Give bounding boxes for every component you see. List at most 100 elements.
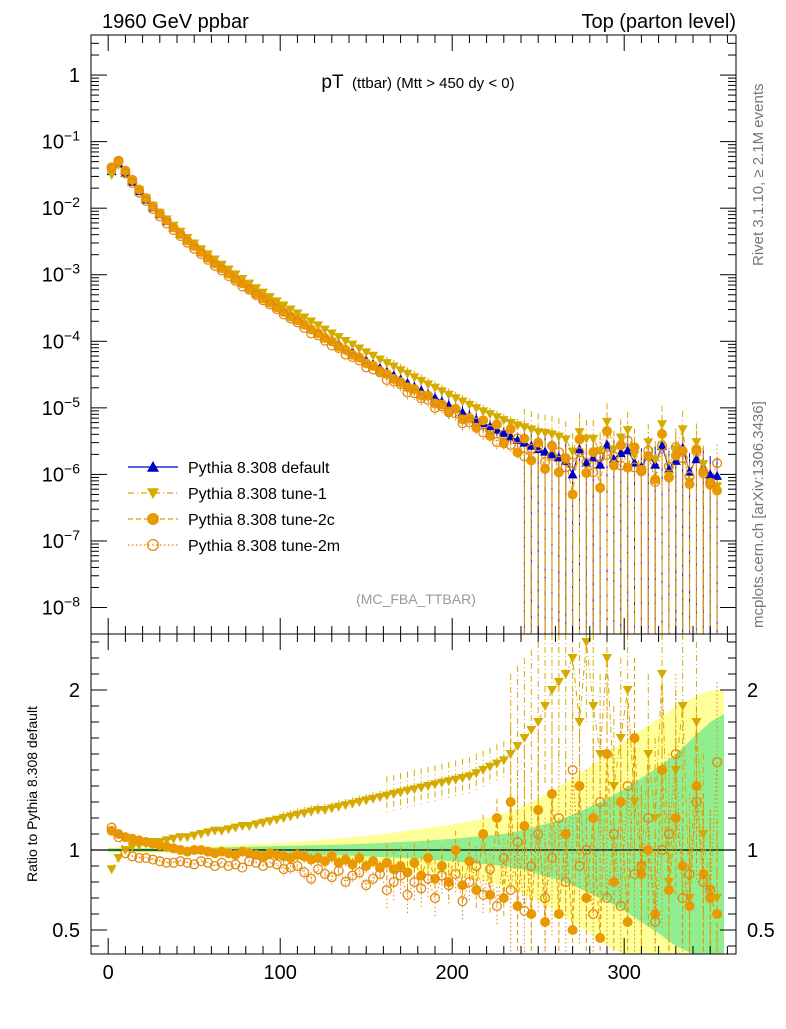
data-point bbox=[264, 299, 275, 310]
data-point bbox=[127, 174, 138, 185]
ratio-point bbox=[450, 845, 461, 855]
ratio-point bbox=[113, 854, 124, 863]
ratio-point bbox=[374, 793, 385, 803]
data-point bbox=[540, 463, 551, 474]
data-point bbox=[106, 170, 117, 180]
ratio-point bbox=[374, 868, 386, 880]
ratio-tick-label-right: 2 bbox=[747, 680, 758, 702]
data-point bbox=[244, 284, 255, 295]
data-point bbox=[271, 304, 282, 315]
data-point bbox=[436, 401, 447, 412]
ratio-point bbox=[485, 762, 496, 772]
ratio-point bbox=[553, 909, 564, 919]
data-point bbox=[416, 376, 427, 386]
data-point bbox=[595, 482, 606, 493]
ratio-point bbox=[319, 806, 330, 815]
y-tick-label: 10−3 bbox=[42, 261, 80, 287]
ratio-point bbox=[347, 799, 358, 809]
data-point bbox=[484, 424, 496, 435]
y-tick-exponent: −5 bbox=[64, 394, 80, 410]
ratio-tick-label-left: 2 bbox=[69, 680, 80, 702]
ratio-point bbox=[615, 900, 626, 912]
data-point bbox=[464, 417, 475, 428]
ratio-point bbox=[588, 908, 599, 920]
x-tick-label: 0 bbox=[103, 962, 114, 984]
data-point bbox=[147, 201, 158, 212]
rivet-label: Rivet 3.1.10, ≥ 2.1M events bbox=[750, 84, 767, 267]
y-tick-label: 10−7 bbox=[42, 527, 80, 553]
data-point bbox=[505, 439, 516, 450]
ratio-point bbox=[540, 892, 551, 904]
data-point bbox=[106, 162, 117, 173]
data-point bbox=[430, 383, 440, 393]
ratio-point bbox=[251, 820, 262, 830]
data-point bbox=[388, 362, 399, 372]
green-band bbox=[108, 714, 724, 954]
data-point bbox=[581, 434, 592, 444]
ratio-point bbox=[312, 864, 324, 875]
ratio-point bbox=[326, 804, 337, 814]
data-point bbox=[471, 417, 482, 428]
y-tick-base: 10 bbox=[42, 132, 64, 154]
data-point bbox=[643, 445, 654, 456]
ratio-point bbox=[285, 862, 296, 873]
ratio-point bbox=[443, 880, 454, 891]
y-tick-exponent: −8 bbox=[64, 594, 80, 610]
data-point bbox=[615, 460, 626, 471]
data-point bbox=[374, 367, 386, 378]
data-point bbox=[141, 193, 152, 204]
ratio-point bbox=[388, 790, 399, 799]
data-point bbox=[154, 211, 165, 222]
ratio-point bbox=[464, 876, 475, 888]
ratio-point bbox=[595, 933, 606, 943]
data-point bbox=[595, 447, 606, 457]
ratio-point bbox=[436, 778, 447, 788]
data-point bbox=[567, 489, 578, 500]
ratio-point bbox=[429, 892, 441, 904]
data-point bbox=[684, 471, 695, 482]
ratio-point bbox=[478, 766, 489, 775]
ratio-point bbox=[196, 830, 207, 839]
x-tick-label: 200 bbox=[436, 962, 469, 984]
data-point bbox=[691, 438, 702, 448]
data-point bbox=[299, 322, 310, 333]
lower-frame bbox=[90, 633, 737, 955]
data-point bbox=[588, 434, 599, 444]
ratio-ylabel: Ratio to Pythia 8.308 default bbox=[24, 706, 40, 882]
data-point bbox=[251, 289, 262, 301]
data-point bbox=[588, 447, 599, 458]
ratio-point bbox=[450, 775, 461, 785]
data-point bbox=[636, 464, 647, 475]
ratio-point bbox=[306, 807, 317, 817]
data-point bbox=[202, 254, 214, 265]
header-right: Top (parton level) bbox=[581, 11, 736, 33]
data-point bbox=[608, 451, 619, 462]
ratio-point bbox=[478, 889, 489, 900]
ratio-point bbox=[113, 832, 124, 843]
ratio-point bbox=[381, 857, 392, 868]
ratio-point bbox=[278, 814, 289, 823]
data-point bbox=[491, 437, 502, 448]
ratio-point bbox=[505, 797, 516, 807]
ratio-point bbox=[140, 852, 152, 864]
ratio-point bbox=[526, 860, 537, 872]
ratio-point bbox=[663, 828, 674, 840]
ratio-point bbox=[381, 884, 392, 896]
ratio-point bbox=[381, 791, 392, 801]
data-point bbox=[443, 390, 454, 400]
ratio-point bbox=[677, 702, 688, 711]
data-point bbox=[560, 462, 571, 473]
ratio-point bbox=[271, 859, 282, 870]
ratio-point bbox=[464, 772, 475, 782]
ratio-point bbox=[650, 916, 661, 928]
ratio-point bbox=[120, 846, 131, 855]
ratio-point bbox=[560, 670, 571, 679]
ratio-point bbox=[388, 876, 399, 888]
ratio-point bbox=[423, 873, 434, 884]
series-line-1 bbox=[111, 164, 718, 487]
data-point bbox=[402, 369, 413, 379]
data-point bbox=[306, 317, 317, 327]
ratio-point bbox=[409, 876, 420, 888]
data-point bbox=[347, 340, 358, 350]
